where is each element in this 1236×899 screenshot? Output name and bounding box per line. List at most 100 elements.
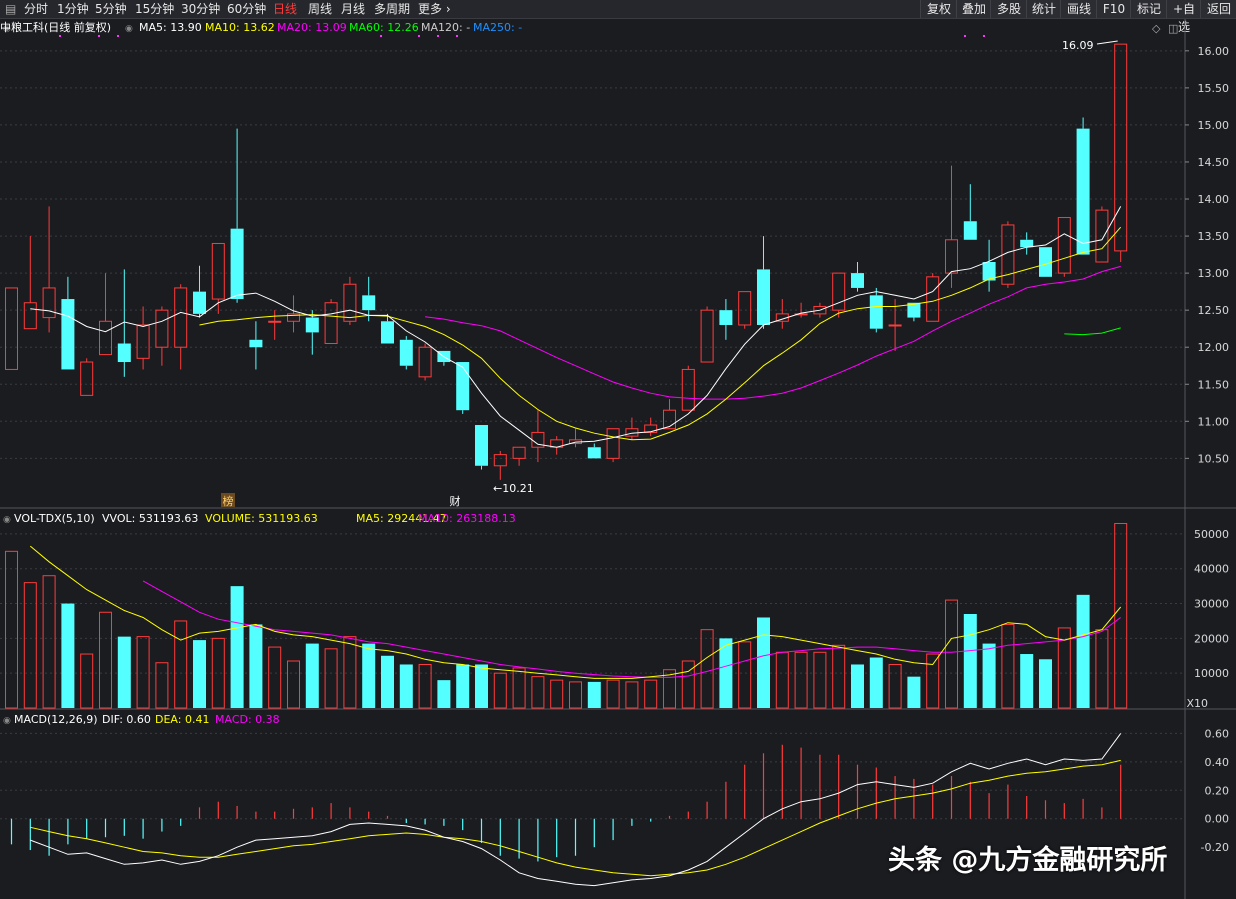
period-tab-8[interactable]: 月线 <box>341 2 366 16</box>
tool-button-0[interactable]: 复权 <box>920 0 957 18</box>
tool-button-6[interactable]: 标记 <box>1130 0 1167 18</box>
event-marker-bang[interactable] <box>221 493 235 507</box>
period-tab-9[interactable]: 多周期 <box>374 2 411 16</box>
candle[interactable] <box>249 321 263 370</box>
macd-tick-label: 0.60 <box>1205 727 1230 740</box>
tool-button-3[interactable]: 统计 <box>1026 0 1061 18</box>
candle[interactable] <box>343 276 357 325</box>
candle[interactable] <box>193 265 206 318</box>
volume-legend-item: MA5: 292441.47 <box>356 512 447 525</box>
candle[interactable] <box>136 306 150 370</box>
candle[interactable] <box>418 343 432 381</box>
candle[interactable] <box>531 410 545 463</box>
candle[interactable] <box>738 291 752 329</box>
candle[interactable] <box>23 236 37 330</box>
candle[interactable] <box>1114 43 1128 262</box>
candle[interactable] <box>475 425 488 470</box>
candle[interactable] <box>305 310 319 355</box>
price-tick-label: 15.50 <box>1198 82 1230 95</box>
volume-bar <box>456 664 470 708</box>
candle[interactable] <box>1001 221 1015 288</box>
candle[interactable] <box>926 273 940 322</box>
volume-bar <box>23 582 37 709</box>
macd-tick-label: 0.40 <box>1205 756 1230 769</box>
candle[interactable] <box>982 239 996 292</box>
candle[interactable] <box>174 284 188 370</box>
candle[interactable] <box>963 184 977 240</box>
period-tab-5[interactable]: 60分钟 <box>227 2 267 16</box>
tool-button-2[interactable]: 多股 <box>990 0 1027 18</box>
candle[interactable] <box>324 299 338 345</box>
candle[interactable] <box>1020 232 1034 255</box>
candle[interactable] <box>512 446 526 466</box>
tool-button-5[interactable]: F10 <box>1096 0 1131 18</box>
candle[interactable] <box>663 399 676 430</box>
period-tab-2[interactable]: 5分钟 <box>95 2 127 16</box>
period-tab-1[interactable]: 1分钟 <box>57 2 89 16</box>
candle[interactable] <box>61 276 75 370</box>
candle[interactable] <box>1057 217 1071 277</box>
candle[interactable] <box>5 287 18 370</box>
event-marker-bang-text: 榜 <box>223 494 234 508</box>
signal-dot <box>117 35 119 37</box>
candle[interactable] <box>606 428 620 463</box>
candle[interactable] <box>117 269 131 377</box>
candle[interactable] <box>42 206 56 333</box>
volume-bar <box>550 679 564 709</box>
period-tab-0[interactable]: 分时 <box>24 2 49 16</box>
period-tab-4[interactable]: 30分钟 <box>181 2 221 16</box>
candle[interactable] <box>700 306 714 363</box>
candle[interactable] <box>399 336 413 370</box>
volume-bar <box>418 663 432 709</box>
period-tab-6[interactable]: 日线 <box>273 2 298 16</box>
candle[interactable] <box>80 358 94 396</box>
candle[interactable] <box>775 299 789 329</box>
candle[interactable] <box>155 306 169 366</box>
candle[interactable] <box>493 450 507 480</box>
tool-button-4[interactable]: 画线 <box>1060 0 1097 18</box>
candle[interactable] <box>211 242 225 314</box>
price-tick-label: 10.50 <box>1198 452 1230 465</box>
volume-bar <box>700 629 714 709</box>
period-tab-7[interactable]: 周线 <box>308 2 333 16</box>
candle[interactable] <box>644 417 658 437</box>
candle[interactable] <box>832 272 846 318</box>
candle[interactable] <box>230 128 244 303</box>
candle[interactable] <box>550 436 564 455</box>
signal-dot <box>983 35 985 37</box>
candle[interactable] <box>456 362 470 414</box>
candle[interactable] <box>945 165 958 288</box>
volume-bar <box>926 653 940 709</box>
candle[interactable] <box>794 302 808 318</box>
candle[interactable] <box>569 428 582 448</box>
candle[interactable] <box>587 443 601 459</box>
period-tab-10[interactable]: 更多 › <box>418 2 451 16</box>
tool-button-8[interactable]: 返回 <box>1200 0 1236 18</box>
candle[interactable] <box>287 295 300 333</box>
candle[interactable] <box>869 287 883 333</box>
candle[interactable] <box>381 313 394 344</box>
menu-icon[interactable]: ▤ <box>5 2 17 16</box>
volume-bar <box>606 679 620 709</box>
candle[interactable] <box>851 262 864 292</box>
macd-legend-title: MACD(12,26,9) <box>14 713 98 726</box>
candle[interactable] <box>1039 247 1052 277</box>
candle[interactable] <box>813 302 827 318</box>
tool-button-7[interactable]: +自选 <box>1166 0 1201 34</box>
volume-ma10-line <box>142 580 1121 678</box>
tool-button-1[interactable]: 叠加 <box>956 0 991 18</box>
candle[interactable] <box>268 310 282 340</box>
macd-tick-label: -0.20 <box>1201 841 1229 854</box>
dif-line <box>30 733 1122 887</box>
period-tab-3[interactable]: 15分钟 <box>135 2 175 16</box>
candle[interactable] <box>719 299 733 340</box>
low-price-label: ←10.21 <box>493 482 534 495</box>
candle[interactable] <box>888 299 902 351</box>
candle[interactable] <box>757 236 770 329</box>
candle[interactable] <box>681 365 695 411</box>
candle[interactable] <box>1076 117 1090 255</box>
candle[interactable] <box>907 302 921 322</box>
candle[interactable] <box>1095 206 1109 263</box>
candle[interactable] <box>99 273 112 356</box>
